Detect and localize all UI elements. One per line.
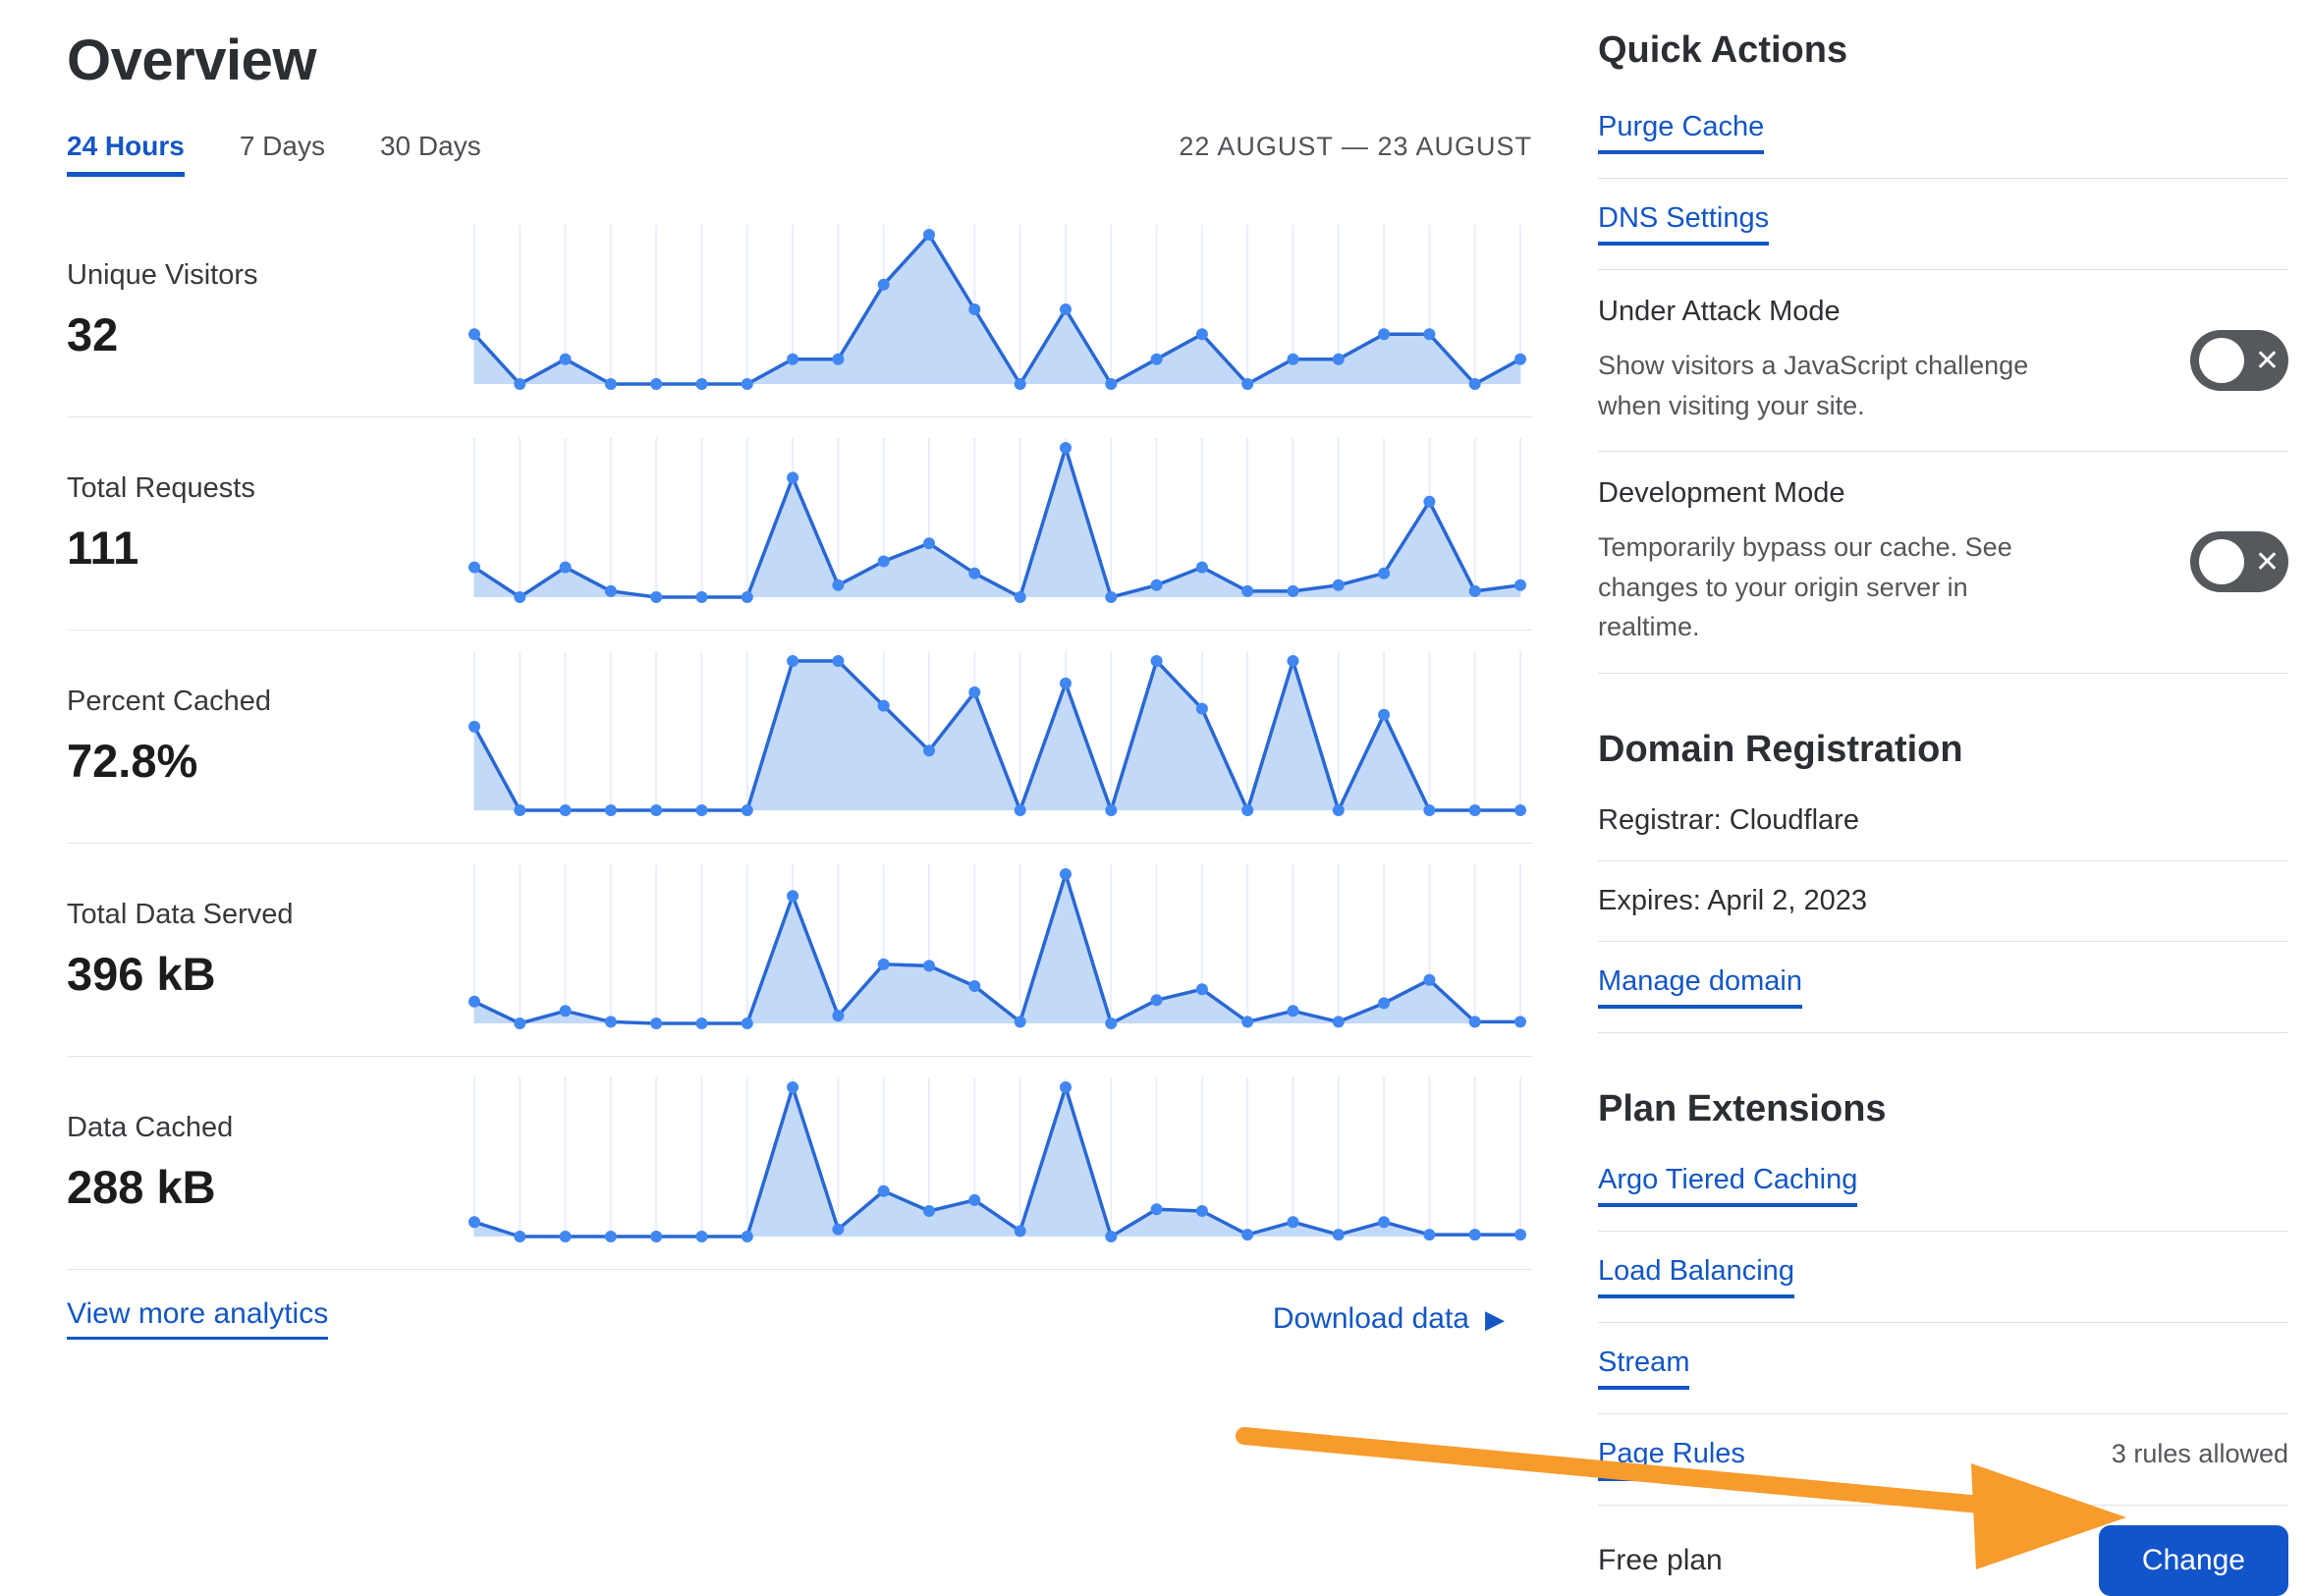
page-rules-row: Page Rules 3 rules allowed xyxy=(1598,1414,2288,1506)
metric-label: Data Cached xyxy=(67,1112,234,1143)
argo-tiered-caching-link[interactable]: Argo Tiered Caching xyxy=(1598,1164,1858,1207)
toggle-knob xyxy=(2199,539,2244,585)
change-plan-button[interactable]: Change xyxy=(2098,1524,2288,1596)
quick-actions-heading: Quick Actions xyxy=(1598,29,1848,71)
right-sidebar: Quick Actions Purge Cache DNS Settings U… xyxy=(1598,0,2288,1596)
domain-registration-heading: Domain Registration xyxy=(1598,728,1963,770)
development-mode-description: Temporarily bypass our cache. See change… xyxy=(1598,532,2012,641)
metric-row-total-requests: Total Requests 111 xyxy=(67,417,1532,631)
tab-24-hours[interactable]: 24 Hours xyxy=(67,131,185,177)
page-rules-allowance: 3 rules allowed xyxy=(2111,1438,2288,1468)
metric-row-data-cached: Data Cached 288 kB xyxy=(67,1057,1532,1270)
metric-percent-cached: Percent Cached 72.8% xyxy=(67,686,463,788)
load-balancing-link[interactable]: Load Balancing xyxy=(1598,1255,1794,1298)
sparkline-data-cached xyxy=(463,1076,1532,1249)
metric-label: Percent Cached xyxy=(67,686,271,717)
metric-label: Total Requests xyxy=(67,472,255,504)
development-mode-toggle[interactable]: ✕ xyxy=(2190,531,2288,593)
argo-tiered-caching-row: Argo Tiered Caching xyxy=(1598,1140,2288,1232)
dns-settings-link[interactable]: DNS Settings xyxy=(1598,202,1770,246)
toggle-off-x-icon: ✕ xyxy=(2254,344,2280,377)
analytics-overview-panel: Overview 24 Hours 7 Days 30 Days 22 AUGU… xyxy=(67,0,1532,1340)
purge-cache-row: Purge Cache xyxy=(1598,87,2288,179)
metric-value: 396 kB xyxy=(67,948,216,1000)
sparkline-unique-visitors xyxy=(463,224,1532,397)
metric-unique-visitors: Unique Visitors 32 xyxy=(67,259,463,361)
manage-domain-row: Manage domain xyxy=(1598,942,2288,1033)
sparkline-total-data-served xyxy=(463,863,1532,1036)
download-data-label: Download data xyxy=(1272,1301,1469,1335)
metric-total-data-served: Total Data Served 396 kB xyxy=(67,899,463,1001)
load-balancing-row: Load Balancing xyxy=(1598,1232,2288,1323)
stream-row: Stream xyxy=(1598,1323,2288,1414)
sparkline-percent-cached xyxy=(463,650,1532,823)
under-attack-mode-title: Under Attack Mode xyxy=(1598,296,1841,327)
under-attack-mode-toggle[interactable]: ✕ xyxy=(2190,330,2288,391)
metric-data-cached: Data Cached 288 kB xyxy=(67,1112,463,1214)
stream-link[interactable]: Stream xyxy=(1598,1347,1690,1390)
metric-value: 111 xyxy=(67,522,139,574)
metric-row-unique-visitors: Unique Visitors 32 xyxy=(67,204,1532,417)
caret-right-icon: ▶ xyxy=(1485,1303,1505,1334)
expires-row: Expires: April 2, 2023 xyxy=(1598,861,2288,942)
under-attack-mode-description: Show visitors a JavaScript challenge whe… xyxy=(1598,351,2029,420)
page-title: Overview xyxy=(67,28,316,92)
metric-label: Unique Visitors xyxy=(67,259,258,291)
registrar-row: Registrar: Cloudflare xyxy=(1598,781,2288,861)
manage-domain-link[interactable]: Manage domain xyxy=(1598,965,1802,1009)
metric-total-requests: Total Requests 111 xyxy=(67,472,463,575)
under-attack-mode-text: Under Attack Mode Show visitors a JavaSc… xyxy=(1598,296,2069,425)
download-data-link[interactable]: Download data ▶ xyxy=(1273,1302,1505,1336)
metric-row-percent-cached: Percent Cached 72.8% xyxy=(67,631,1532,844)
page-rules-link[interactable]: Page Rules xyxy=(1598,1438,1745,1481)
dns-settings-row: DNS Settings xyxy=(1598,179,2288,270)
tab-30-days[interactable]: 30 Days xyxy=(379,131,481,161)
under-attack-mode-row: Under Attack Mode Show visitors a JavaSc… xyxy=(1598,270,2288,452)
toggle-off-x-icon: ✕ xyxy=(2254,545,2280,578)
plan-row: Free plan Change xyxy=(1598,1506,2288,1596)
chart-footer-links: View more analytics Download data ▶ xyxy=(67,1297,1532,1340)
view-more-analytics-link[interactable]: View more analytics xyxy=(67,1297,329,1340)
date-range-label: 22 AUGUST — 23 AUGUST xyxy=(1179,132,1532,161)
development-mode-title: Development Mode xyxy=(1598,477,1845,509)
purge-cache-link[interactable]: Purge Cache xyxy=(1598,111,1765,154)
metric-value: 72.8% xyxy=(67,735,198,787)
tab-7-days[interactable]: 7 Days xyxy=(239,131,325,161)
plan-name-label: Free plan xyxy=(1598,1543,1723,1576)
registrar-value: Registrar: Cloudflare xyxy=(1598,803,1859,836)
metric-row-total-data-served: Total Data Served 396 kB xyxy=(67,844,1532,1057)
metric-label: Total Data Served xyxy=(67,899,294,930)
toggle-knob xyxy=(2199,338,2244,383)
sparkline-total-requests xyxy=(463,437,1532,610)
plan-extensions-heading: Plan Extensions xyxy=(1598,1087,1887,1129)
metric-value: 32 xyxy=(67,308,119,360)
development-mode-text: Development Mode Temporarily bypass our … xyxy=(1598,477,2069,647)
time-range-tabs: 24 Hours 7 Days 30 Days 22 AUGUST — 23 A… xyxy=(67,131,1532,177)
development-mode-row: Development Mode Temporarily bypass our … xyxy=(1598,452,2288,674)
expires-value: Expires: April 2, 2023 xyxy=(1598,884,1868,916)
metric-value: 288 kB xyxy=(67,1161,216,1213)
